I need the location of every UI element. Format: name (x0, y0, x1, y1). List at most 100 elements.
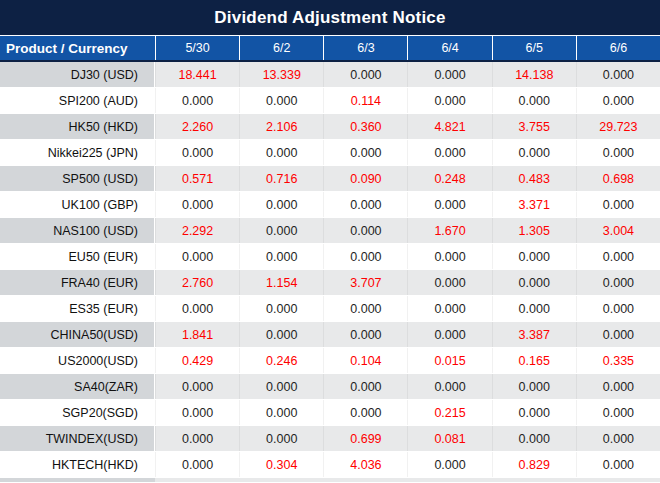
product-cell: FRA40 (EUR) (0, 270, 155, 295)
value-cell: 0.000 (576, 192, 660, 217)
product-cell: ES35 (EUR) (0, 296, 155, 321)
value-cell: 2.106 (239, 114, 323, 139)
value-cell: 0.000 (155, 192, 239, 217)
product-cell: UK100 (GBP) (0, 192, 155, 217)
bottom-strip-left (0, 478, 155, 482)
product-cell: SP500 (USD) (0, 166, 155, 191)
value-cell: 0.571 (155, 166, 239, 191)
value-cell: 3.004 (576, 218, 660, 243)
table-row: UK100 (GBP)0.0000.0000.0000.0003.3710.00… (0, 192, 660, 218)
value-cell: 0.360 (323, 114, 407, 139)
value-cell: 0.000 (407, 244, 491, 269)
table-body: DJ30 (USD)18.44113.3390.0000.00014.1380.… (0, 62, 660, 478)
product-cell: NAS100 (USD) (0, 218, 155, 243)
value-cell: 0.000 (407, 192, 491, 217)
value-cell: 13.339 (239, 62, 323, 87)
value-cell: 0.000 (323, 192, 407, 217)
value-cell: 0.000 (492, 400, 576, 425)
bottom-strip (0, 478, 660, 482)
value-cell: 0.246 (239, 348, 323, 373)
table-row: DJ30 (USD)18.44113.3390.0000.00014.1380.… (0, 62, 660, 88)
value-cell: 0.000 (323, 62, 407, 87)
value-cell: 0.000 (407, 322, 491, 347)
table-row: HK50 (HKD)2.2602.1060.3604.8213.75529.72… (0, 114, 660, 140)
value-cell: 0.000 (576, 244, 660, 269)
value-cell: 3.371 (492, 192, 576, 217)
table-row: NAS100 (USD)2.2920.0000.0001.6701.3053.0… (0, 218, 660, 244)
value-cell: 0.000 (155, 426, 239, 451)
value-cell: 0.000 (576, 88, 660, 113)
value-cell: 0.000 (323, 244, 407, 269)
value-cell: 0.000 (239, 218, 323, 243)
column-header-date-2: 6/2 (239, 36, 323, 60)
table-row: SGP20(SGD)0.0000.0000.0000.2150.0000.000 (0, 400, 660, 426)
value-cell: 1.305 (492, 218, 576, 243)
table-row: HKTECH(HKD)0.0000.3044.0360.0000.8290.00… (0, 452, 660, 478)
value-cell: 0.699 (323, 426, 407, 451)
value-cell: 0.015 (407, 348, 491, 373)
column-header-date-4: 6/4 (407, 36, 491, 60)
value-cell: 0.000 (323, 218, 407, 243)
value-cell: 2.760 (155, 270, 239, 295)
table-row: ES35 (EUR)0.0000.0000.0000.0000.0000.000 (0, 296, 660, 322)
bottom-strip-right (155, 478, 660, 482)
title-bar: Dividend Adjustment Notice (0, 0, 660, 36)
value-cell: 1.154 (239, 270, 323, 295)
value-cell: 0.000 (239, 296, 323, 321)
value-cell: 0.000 (576, 62, 660, 87)
value-cell: 0.000 (239, 244, 323, 269)
value-cell: 0.000 (576, 374, 660, 399)
value-cell: 0.304 (239, 452, 323, 477)
value-cell: 0.000 (239, 426, 323, 451)
value-cell: 0.000 (407, 374, 491, 399)
table-row: SP500 (USD)0.5710.7160.0900.2480.4830.69… (0, 166, 660, 192)
column-header-date-5: 6/5 (492, 36, 576, 60)
value-cell: 18.441 (155, 62, 239, 87)
value-cell: 0.000 (155, 88, 239, 113)
value-cell: 0.000 (492, 270, 576, 295)
value-cell: 0.000 (407, 270, 491, 295)
value-cell: 0.000 (576, 452, 660, 477)
value-cell: 0.000 (155, 374, 239, 399)
table-row: CHINA50(USD)1.8410.0000.0000.0003.3870.0… (0, 322, 660, 348)
value-cell: 0.000 (576, 140, 660, 165)
value-cell: 0.000 (492, 426, 576, 451)
value-cell: 0.000 (407, 296, 491, 321)
value-cell: 2.260 (155, 114, 239, 139)
product-cell: CHINA50(USD) (0, 322, 155, 347)
value-cell: 0.335 (576, 348, 660, 373)
table-row: Nikkei225 (JPN)0.0000.0000.0000.0000.000… (0, 140, 660, 166)
value-cell: 0.104 (323, 348, 407, 373)
value-cell: 0.000 (576, 296, 660, 321)
product-cell: SGP20(SGD) (0, 400, 155, 425)
value-cell: 0.716 (239, 166, 323, 191)
product-cell: HKTECH(HKD) (0, 452, 155, 477)
table-header-row: Product / Currency 5/30 6/2 6/3 6/4 6/5 … (0, 36, 660, 62)
product-cell: SA40(ZAR) (0, 374, 155, 399)
value-cell: 0.000 (407, 62, 491, 87)
value-cell: 0.000 (492, 374, 576, 399)
product-cell: HK50 (HKD) (0, 114, 155, 139)
value-cell: 0.698 (576, 166, 660, 191)
product-cell: EU50 (EUR) (0, 244, 155, 269)
value-cell: 0.829 (492, 452, 576, 477)
product-cell: DJ30 (USD) (0, 62, 155, 87)
product-cell: SPI200 (AUD) (0, 88, 155, 113)
value-cell: 0.000 (239, 140, 323, 165)
product-cell: US2000(USD) (0, 348, 155, 373)
value-cell: 14.138 (492, 62, 576, 87)
table-row: SPI200 (AUD)0.0000.0000.1140.0000.0000.0… (0, 88, 660, 114)
value-cell: 0.114 (323, 88, 407, 113)
table-row: US2000(USD)0.4290.2460.1040.0150.1650.33… (0, 348, 660, 374)
value-cell: 3.387 (492, 322, 576, 347)
value-cell: 0.000 (239, 374, 323, 399)
value-cell: 0.000 (323, 322, 407, 347)
value-cell: 0.000 (323, 374, 407, 399)
value-cell: 0.000 (155, 140, 239, 165)
value-cell: 0.000 (576, 426, 660, 451)
value-cell: 0.000 (155, 400, 239, 425)
table-row: FRA40 (EUR)2.7601.1543.7070.0000.0000.00… (0, 270, 660, 296)
value-cell: 0.000 (492, 140, 576, 165)
column-header-date-1: 5/30 (155, 36, 239, 60)
product-cell: TWINDEX(USD) (0, 426, 155, 451)
